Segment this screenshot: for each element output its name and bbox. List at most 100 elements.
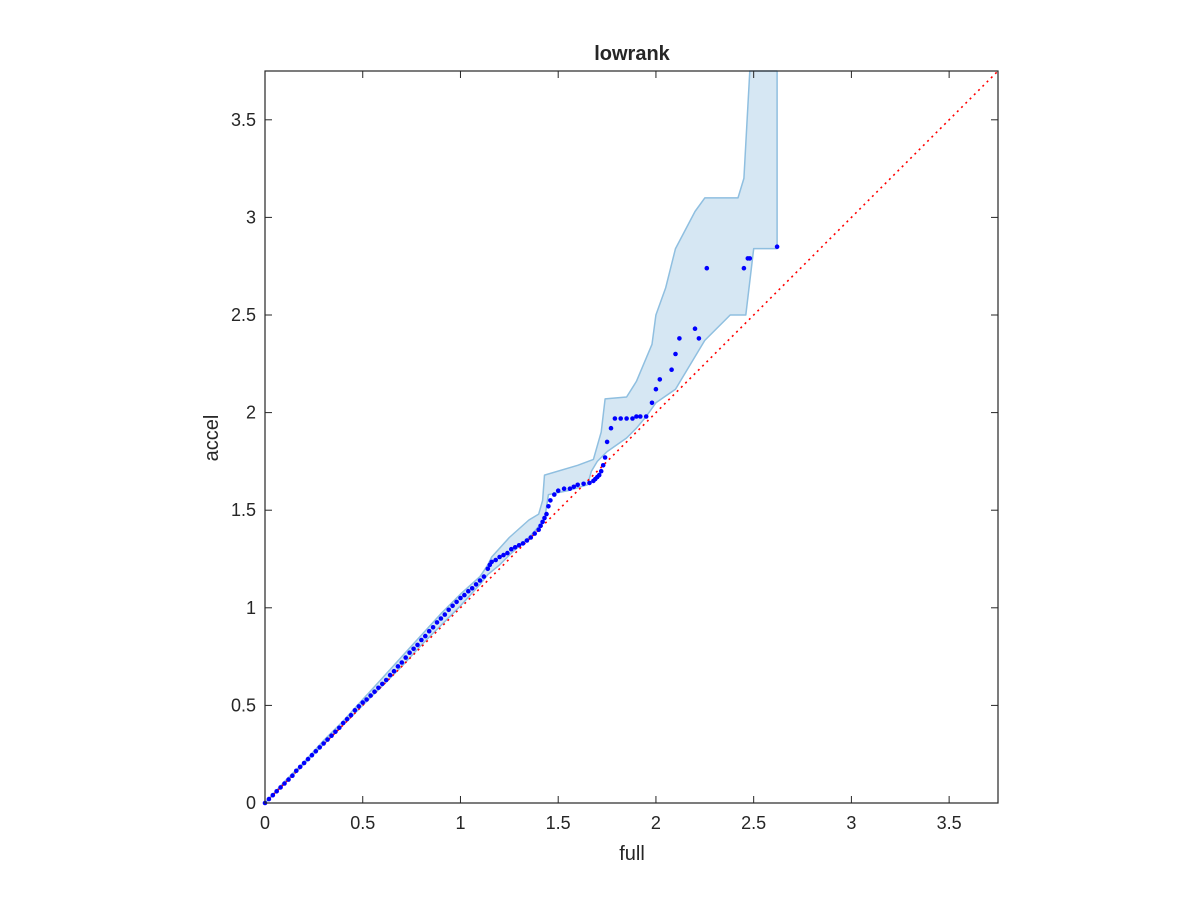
y-tick-label: 3 <box>246 207 256 227</box>
data-point <box>356 704 362 709</box>
data-point <box>542 515 547 521</box>
data-point <box>532 531 537 536</box>
data-point <box>430 625 436 630</box>
data-point <box>360 700 366 705</box>
data-point <box>348 712 354 718</box>
data-point <box>704 265 710 271</box>
x-tick-label: 3 <box>846 813 856 833</box>
data-point <box>294 768 299 774</box>
y-tick-label: 2 <box>246 403 256 423</box>
data-point <box>352 708 358 713</box>
data-point <box>634 414 639 419</box>
x-tick-label: 1.5 <box>546 813 571 833</box>
confidence-band-layer <box>264 70 778 804</box>
y-tick-label: 3.5 <box>231 110 256 130</box>
data-point <box>297 764 303 770</box>
data-point <box>321 741 326 746</box>
data-point <box>313 749 319 754</box>
data-point <box>608 425 614 431</box>
data-point <box>653 386 659 392</box>
data-point <box>344 716 350 722</box>
data-point <box>669 367 674 373</box>
data-point <box>598 468 604 474</box>
data-point <box>497 554 502 560</box>
data-point <box>426 628 432 634</box>
data-point <box>372 689 377 694</box>
plot-frame <box>264 70 999 804</box>
data-point <box>612 416 618 421</box>
data-point <box>630 416 635 421</box>
data-point <box>442 612 448 617</box>
data-point <box>604 439 610 445</box>
data-point <box>677 336 682 341</box>
data-point <box>657 377 663 382</box>
data-point <box>581 481 586 487</box>
data-point <box>638 414 643 419</box>
data-point <box>270 792 276 798</box>
data-point <box>446 607 452 613</box>
data-point <box>290 773 295 778</box>
data-point <box>501 552 506 558</box>
data-point <box>587 480 592 486</box>
data-point <box>571 484 577 490</box>
data-point <box>469 586 475 591</box>
x-ticks-layer: 0 0.5 1 1.5 2 2.5 3 3.5 <box>260 71 962 833</box>
data-point <box>481 574 487 579</box>
x-tick-label: 2 <box>651 813 661 833</box>
confidence-band <box>264 70 778 804</box>
data-point <box>477 578 483 583</box>
data-point <box>340 720 346 726</box>
data-point <box>395 664 401 669</box>
data-point <box>407 650 412 655</box>
reference-line-y-equals-x <box>264 70 999 804</box>
y-tick-label: 1 <box>246 598 256 618</box>
data-point <box>399 660 405 665</box>
data-point <box>411 646 416 652</box>
data-point <box>309 752 315 758</box>
reference-line-layer <box>264 70 999 804</box>
x-axis-label: full <box>619 843 645 865</box>
data-point <box>643 414 649 419</box>
data-point <box>540 519 545 525</box>
data-point <box>512 545 518 550</box>
data-point <box>387 672 393 678</box>
data-point <box>524 538 530 543</box>
data-point <box>305 756 311 762</box>
data-point <box>489 559 495 565</box>
data-point <box>596 472 602 478</box>
data-point <box>333 729 338 735</box>
data-point <box>337 725 342 731</box>
y-tick-label: 1.5 <box>231 500 256 520</box>
data-point <box>602 455 608 460</box>
data-point <box>286 777 291 782</box>
data-point <box>266 796 272 802</box>
data-point <box>403 655 409 660</box>
data-point <box>538 523 543 529</box>
data-point <box>282 781 287 786</box>
x-tick-label: 3.5 <box>937 813 962 833</box>
data-point <box>673 351 678 357</box>
data-point <box>575 482 580 488</box>
y-tick-label: 0.5 <box>231 695 256 715</box>
data-point <box>368 693 373 698</box>
data-point <box>454 599 459 605</box>
data-point <box>536 527 541 532</box>
y-tick-label: 2.5 <box>231 305 256 325</box>
data-point <box>505 550 510 556</box>
data-point <box>376 685 381 691</box>
data-point <box>509 546 514 552</box>
data-point <box>741 265 747 271</box>
data-point <box>329 733 334 738</box>
data-point <box>419 637 424 643</box>
data-point <box>561 486 567 492</box>
y-ticks-layer: 0 0.5 1 1.5 2 2.5 3 3.5 <box>231 110 998 813</box>
data-point <box>548 498 553 503</box>
data-point <box>301 760 307 766</box>
data-point <box>325 737 330 742</box>
data-point <box>692 326 698 332</box>
x-tick-label: 2.5 <box>741 813 766 833</box>
data-point <box>473 582 479 587</box>
data-point <box>466 588 471 594</box>
